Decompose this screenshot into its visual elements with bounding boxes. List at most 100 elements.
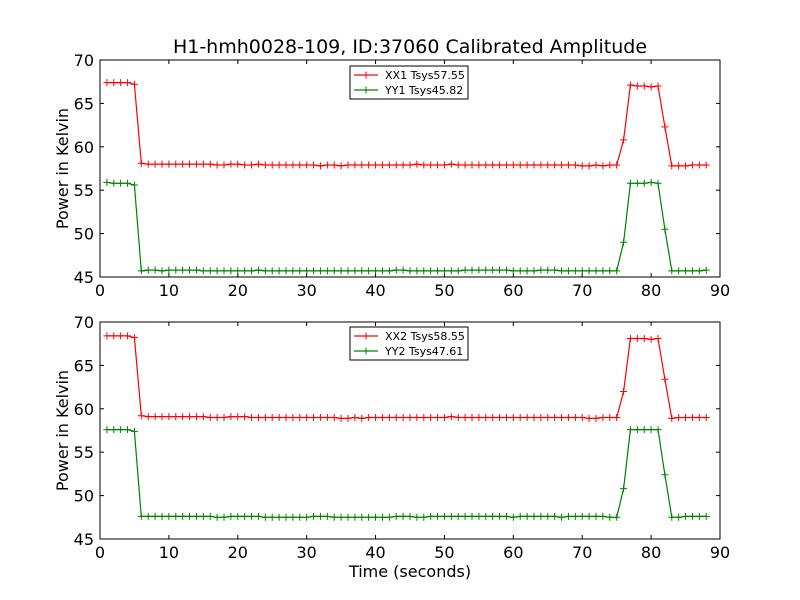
data-point: [344, 513, 352, 521]
data-point: [165, 413, 173, 421]
data-point: [592, 414, 600, 422]
data-point: [330, 513, 338, 521]
y-tick-label: 70: [74, 51, 94, 70]
data-point: [447, 160, 455, 168]
data-point: [261, 513, 269, 521]
legend-label: XX2 Tsys58.55: [385, 330, 465, 343]
data-point: [124, 426, 132, 434]
data-point: [599, 267, 607, 275]
x-tick-label: 30: [296, 281, 316, 300]
x-tick-label: 90: [710, 543, 730, 562]
data-point: [337, 162, 345, 170]
data-point: [530, 512, 538, 520]
data-point: [310, 267, 318, 275]
data-point: [702, 413, 710, 421]
x-tick-label: 0: [95, 543, 105, 562]
data-point: [165, 160, 173, 168]
data-point: [365, 513, 373, 521]
data-point: [310, 512, 318, 520]
data-point: [399, 161, 407, 169]
data-point: [420, 161, 428, 169]
data-point: [213, 161, 221, 169]
data-point: [213, 513, 221, 521]
data-point: [654, 426, 662, 434]
data-point: [654, 82, 662, 90]
data-point: [110, 179, 118, 187]
data-point: [502, 161, 510, 169]
data-point: [275, 267, 283, 275]
data-point: [282, 267, 290, 275]
legend: XX2 Tsys58.55 YY2 Tsys47.61: [349, 326, 469, 361]
series-yy1: [103, 178, 710, 275]
data-point: [592, 267, 600, 275]
data-point: [110, 332, 118, 340]
x-tick-label: 30: [296, 543, 316, 562]
data-point: [578, 512, 586, 520]
data-point: [282, 161, 290, 169]
data-point: [316, 267, 324, 275]
data-point: [158, 413, 166, 421]
data-point: [454, 267, 462, 275]
data-point: [640, 334, 648, 342]
data-point: [144, 512, 152, 520]
data-point: [682, 267, 690, 275]
data-point: [330, 161, 338, 169]
data-point: [268, 513, 276, 521]
data-point: [137, 512, 145, 520]
data-point: [144, 266, 152, 274]
data-point: [241, 161, 249, 169]
data-point: [103, 79, 111, 87]
data-point: [151, 266, 159, 274]
data-point: [654, 334, 662, 342]
data-point: [434, 161, 442, 169]
data-point: [434, 267, 442, 275]
data-point: [206, 413, 214, 421]
data-point: [385, 267, 393, 275]
data-point: [330, 413, 338, 421]
data-point: [420, 267, 428, 275]
data-point: [702, 266, 710, 274]
data-point: [289, 513, 297, 521]
data-point: [117, 179, 125, 187]
x-tick-label: 10: [159, 543, 179, 562]
data-point: [206, 512, 214, 520]
y-axis-label: Power in Kelvin: [53, 370, 72, 491]
data-point: [647, 335, 655, 343]
data-point: [537, 512, 545, 520]
data-point: [585, 512, 593, 520]
data-point: [502, 266, 510, 274]
data-point: [502, 413, 510, 421]
data-point: [192, 413, 200, 421]
data-point: [564, 512, 572, 520]
data-point: [640, 179, 648, 187]
data-point: [117, 79, 125, 87]
data-point: [130, 334, 138, 342]
series-yy2: [103, 426, 710, 521]
data-point: [578, 267, 586, 275]
data-point: [165, 266, 173, 274]
data-point: [323, 413, 331, 421]
data-point: [496, 161, 504, 169]
data-point: [117, 426, 125, 434]
data-point: [461, 413, 469, 421]
data-point: [365, 161, 373, 169]
data-point: [537, 266, 545, 274]
data-point: [296, 513, 304, 521]
data-point: [440, 512, 448, 520]
data-point: [124, 179, 132, 187]
data-point: [358, 513, 366, 521]
data-point: [695, 267, 703, 275]
data-point: [110, 426, 118, 434]
data-point: [406, 512, 414, 520]
data-point: [248, 413, 256, 421]
x-tick-label: 40: [365, 281, 385, 300]
data-point: [647, 83, 655, 91]
data-point: [434, 413, 442, 421]
data-point: [303, 413, 311, 421]
data-point: [392, 413, 400, 421]
y-tick-label: 65: [74, 356, 94, 375]
data-point: [620, 238, 628, 246]
data-point: [234, 413, 242, 421]
data-point: [151, 512, 159, 520]
y-tick-label: 50: [74, 487, 94, 506]
